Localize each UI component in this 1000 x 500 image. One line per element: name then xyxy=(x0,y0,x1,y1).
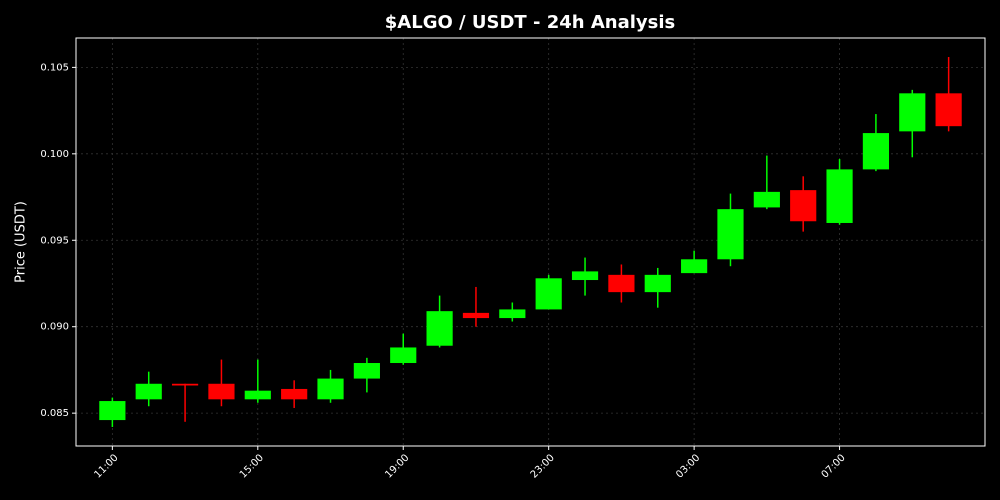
x-tick-label: 23:00 xyxy=(529,452,557,480)
candle-body xyxy=(935,93,962,127)
candle-body xyxy=(753,191,780,208)
x-tick-label: 15:00 xyxy=(238,452,266,480)
candle-body xyxy=(608,274,635,293)
candle-body xyxy=(99,401,126,421)
candle-body xyxy=(390,347,417,364)
candle-body xyxy=(499,309,526,319)
y-tick-label: 0.090 xyxy=(40,322,69,333)
candle-body xyxy=(171,383,199,386)
candle-body xyxy=(244,390,271,400)
x-tick-label: 03:00 xyxy=(674,452,702,480)
y-tick-label: 0.100 xyxy=(40,149,69,160)
plot-frame xyxy=(75,37,986,447)
y-tick-label: 0.105 xyxy=(40,62,69,73)
candle-body xyxy=(826,169,853,223)
candle-body xyxy=(281,388,308,400)
candle-body xyxy=(571,271,599,281)
candle-body xyxy=(717,209,744,260)
candle-body xyxy=(317,378,344,400)
candle-body xyxy=(135,383,162,400)
y-tick-label: 0.095 xyxy=(40,235,69,246)
candle-body xyxy=(681,259,708,274)
candle-body xyxy=(899,93,926,132)
candle-body xyxy=(353,363,380,379)
candle-body xyxy=(208,383,235,400)
y-tick-label: 0.085 xyxy=(40,408,69,419)
x-tick-label: 07:00 xyxy=(820,452,848,480)
x-tick-label: 19:00 xyxy=(383,452,411,480)
x-tick-label: 11:00 xyxy=(92,452,120,480)
y-axis-label: Price (USDT) xyxy=(14,201,29,283)
candle-body xyxy=(790,190,817,222)
candle-body xyxy=(462,312,490,319)
candle-body xyxy=(862,133,890,170)
candle-body xyxy=(426,311,453,346)
candle-body xyxy=(644,274,671,293)
chart-title: $ALGO / USDT - 24h Analysis xyxy=(385,12,675,33)
candle-body xyxy=(535,278,562,310)
